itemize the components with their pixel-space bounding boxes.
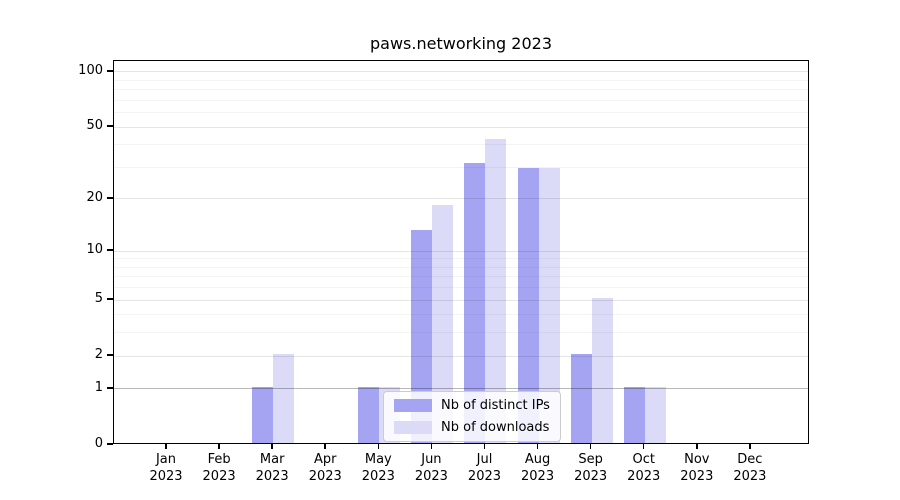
y-tick-label: 1 <box>94 379 103 395</box>
minor-gridline <box>114 89 808 91</box>
major-gridline <box>114 71 808 73</box>
major-gridline <box>114 198 808 200</box>
x-tick-mark <box>483 444 486 449</box>
bar-distinct-ips <box>358 386 380 443</box>
y-tick-mark <box>107 249 113 251</box>
bar-distinct-ips <box>517 168 539 443</box>
x-tick-label: Jan 2023 <box>149 452 183 484</box>
y-tick-label: 5 <box>94 291 103 307</box>
bar-distinct-ips <box>252 386 274 443</box>
y-tick-label: 100 <box>78 62 103 78</box>
legend-swatch-downloads <box>394 421 432 434</box>
x-tick-label: Apr 2023 <box>308 452 342 484</box>
y-tick-mark <box>107 197 113 199</box>
legend-item-distinct-ips: Nb of distinct IPs <box>394 398 550 413</box>
y-tick-label: 50 <box>86 118 103 134</box>
minor-gridline <box>114 112 808 114</box>
major-gridline <box>114 299 808 301</box>
x-tick-mark <box>165 444 167 449</box>
x-tick-mark <box>642 444 645 449</box>
y-tick-label: 2 <box>94 347 103 363</box>
bar-downloads <box>591 298 613 443</box>
y-tick-mark <box>107 443 113 445</box>
minor-gridline <box>114 276 808 278</box>
x-tick-label: May 2023 <box>361 452 395 484</box>
x-tick-mark <box>589 444 592 449</box>
bar-downloads <box>273 354 295 443</box>
minor-gridline <box>114 332 808 334</box>
x-tick-label: Oct 2023 <box>627 452 661 484</box>
major-gridline <box>114 388 808 390</box>
y-tick-mark <box>107 125 113 127</box>
minor-gridline <box>114 144 808 146</box>
x-tick-label: Mar 2023 <box>255 452 289 484</box>
minor-gridline <box>114 266 808 268</box>
plot-area: Nb of distinct IPs Nb of downloads <box>113 60 809 444</box>
x-tick-mark <box>218 444 220 449</box>
chart-title: paws.networking 2023 <box>370 34 552 53</box>
minor-gridline <box>114 79 808 81</box>
legend-label-downloads: Nb of downloads <box>441 420 550 435</box>
legend-label-distinct-ips: Nb of distinct IPs <box>441 398 550 413</box>
y-tick-label: 0 <box>94 436 103 451</box>
x-tick-mark <box>696 444 698 449</box>
minor-gridline <box>114 166 808 168</box>
x-tick-label: Aug 2023 <box>521 452 555 484</box>
y-tick-mark <box>107 70 113 72</box>
y-tick-label: 20 <box>86 189 103 205</box>
major-gridline <box>114 126 808 128</box>
x-tick-label: Feb 2023 <box>202 452 236 484</box>
major-gridline <box>114 250 808 252</box>
bar-distinct-ips <box>570 354 592 443</box>
y-tick-mark <box>107 298 113 300</box>
x-tick-mark <box>749 444 751 449</box>
x-tick-label: Nov 2023 <box>680 452 714 484</box>
x-tick-label: Sep 2023 <box>574 452 608 484</box>
legend: Nb of distinct IPs Nb of downloads <box>383 391 561 442</box>
x-tick-label: Dec 2023 <box>733 452 767 484</box>
minor-gridline <box>114 99 808 101</box>
bar-downloads <box>538 168 560 443</box>
major-gridline <box>114 355 808 357</box>
x-tick-mark <box>377 444 380 449</box>
bar-downloads <box>485 139 507 443</box>
y-tick-label: 10 <box>86 242 103 258</box>
bar-distinct-ips <box>623 386 645 443</box>
x-tick-mark <box>536 444 539 449</box>
x-tick-mark <box>271 444 273 449</box>
y-tick-mark <box>107 354 113 356</box>
y-tick-mark <box>107 387 113 389</box>
x-tick-label: Jul 2023 <box>467 452 502 484</box>
x-tick-label: Jun 2023 <box>414 452 448 484</box>
bar-downloads <box>644 386 666 443</box>
legend-swatch-distinct-ips <box>394 399 432 412</box>
minor-gridline <box>114 287 808 289</box>
x-tick-mark <box>324 444 326 449</box>
bar-downloads <box>432 205 454 443</box>
minor-gridline <box>114 314 808 316</box>
bar-distinct-ips <box>411 229 433 443</box>
minor-gridline <box>114 258 808 260</box>
bar-distinct-ips <box>464 162 486 443</box>
legend-item-downloads: Nb of downloads <box>394 420 550 435</box>
x-tick-mark <box>430 444 433 449</box>
